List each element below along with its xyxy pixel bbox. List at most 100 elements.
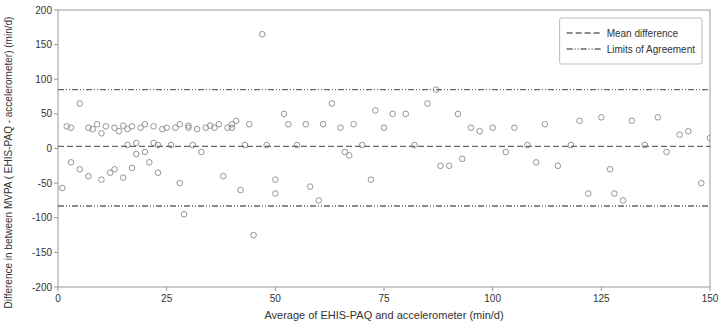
y-axis-label: Difference in between MVPA ( EHIS-PAQ - … [3,17,14,309]
point [425,101,431,107]
point [129,124,135,130]
point [577,118,583,124]
y-tick [54,79,58,80]
point [490,125,496,131]
point [281,111,287,117]
point [194,126,200,132]
point [68,160,74,166]
point [220,173,226,179]
point [390,111,396,117]
point [181,211,187,217]
point [542,121,548,127]
legend-swatch [567,32,601,33]
point [286,121,292,127]
point [146,160,152,166]
x-tick [601,287,602,291]
x-tick-label: 150 [702,293,719,304]
y-tick-label: 100 [35,74,52,85]
point [273,177,279,183]
point [707,135,710,141]
point [307,184,313,190]
point [90,126,96,132]
point [533,160,539,166]
point [338,125,344,131]
point [112,166,118,172]
legend-box [560,18,702,64]
point [273,191,279,197]
point [129,165,135,171]
point [177,121,183,127]
y-tick-label: -100 [32,212,52,223]
y-tick-label: -150 [32,247,52,258]
point [381,125,387,131]
y-tick-label: -200 [32,282,52,293]
x-tick [384,287,385,291]
y-tick-label: 0 [46,143,52,154]
point [655,115,661,121]
y-tick [54,183,58,184]
x-tick-label: 50 [270,293,282,304]
x-tick-label: 0 [55,293,61,304]
point [346,153,352,159]
x-tick-label: 125 [593,293,610,304]
point [133,140,139,146]
y-tick [54,148,58,149]
point [99,177,105,183]
point [246,121,252,127]
point [351,121,357,127]
point [164,125,170,131]
y-tick-label: 200 [35,5,52,16]
point [685,128,691,134]
point [329,101,335,107]
point [77,166,83,172]
point [133,151,139,157]
legend-label: Limits of Agreement [607,44,696,55]
point [512,125,518,131]
y-tick [54,10,58,11]
point [77,101,83,107]
point [259,31,265,37]
point [599,115,605,121]
point [455,111,461,117]
y-tick [54,217,58,218]
x-tick-label: 25 [161,293,173,304]
reference-line [58,89,710,90]
point [403,111,409,117]
point [177,180,183,186]
point [503,149,509,155]
y-tick-label: 150 [35,39,52,50]
x-tick [58,287,59,291]
legend-label: Mean difference [607,28,679,39]
point [477,128,483,134]
reference-line [58,146,710,147]
point [238,187,244,193]
point [60,185,66,191]
x-axis-label: Average of EHIS-PAQ and accelerometer (m… [264,309,503,321]
y-tick [54,287,58,288]
point [373,108,379,114]
point [94,121,100,127]
point [316,198,322,204]
x-tick-label: 75 [378,293,390,304]
y-tick [54,44,58,45]
plot-frame [58,10,710,287]
point [303,121,309,127]
point [446,163,452,169]
point [620,198,626,204]
point [216,121,222,127]
point [607,166,613,172]
point [86,173,92,179]
point [468,125,474,131]
point [142,121,148,127]
point [142,149,148,155]
x-tick [492,287,493,291]
point [99,130,105,136]
point [677,132,683,138]
background [0,0,724,325]
point [251,232,257,238]
point [199,149,205,155]
point [68,125,74,131]
point [320,121,326,127]
legend: Mean difference Limits of Agreement [560,18,702,64]
reference-line [58,205,710,206]
